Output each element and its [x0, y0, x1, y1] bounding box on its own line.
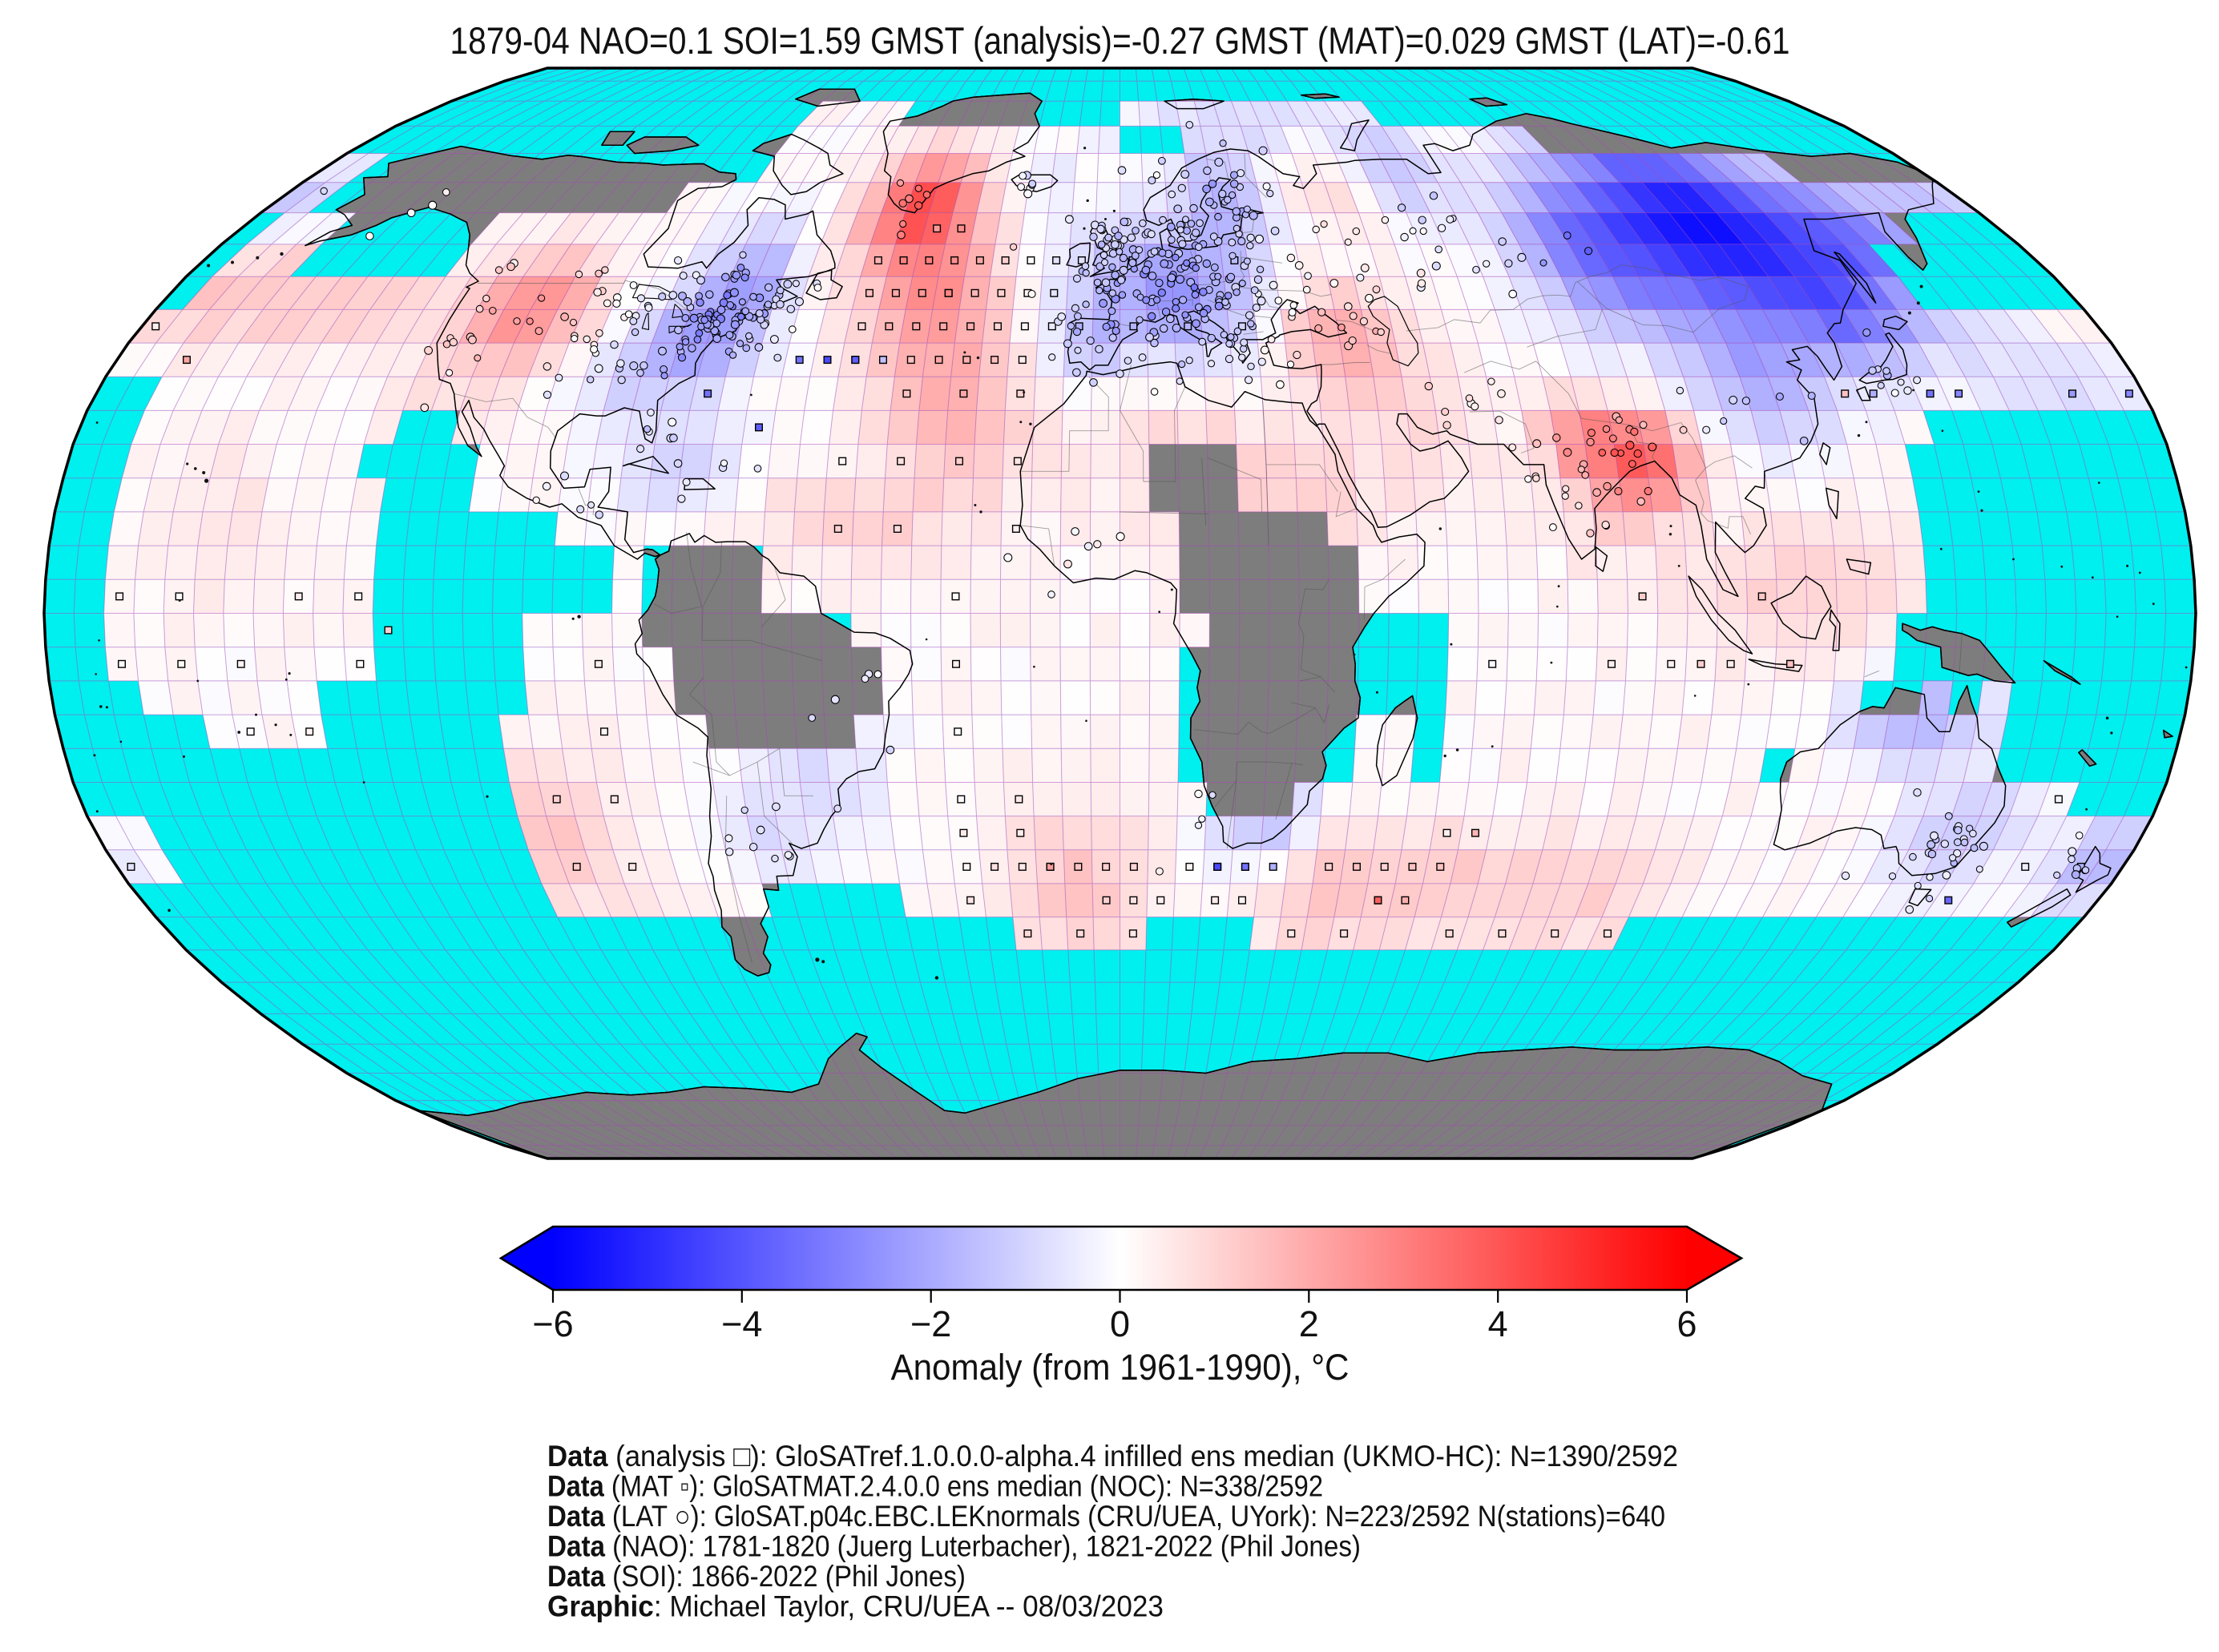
svg-text:−4: −4	[721, 1303, 762, 1344]
svg-text:Data (NAO): 1781-1820 (Juerg L: Data (NAO): 1781-1820 (Juerg Luterbacher…	[547, 1530, 1361, 1563]
svg-text:Data (LAT ○): GloSAT.p04c.EBC.: Data (LAT ○): GloSAT.p04c.EBC.LEKnormals…	[547, 1500, 1665, 1533]
svg-text:4: 4	[1488, 1303, 1508, 1344]
svg-text:Data (MAT ▫): GloSATMAT.2.4.0.: Data (MAT ▫): GloSATMAT.2.4.0.0 ens medi…	[547, 1470, 1323, 1503]
svg-text:0: 0	[1110, 1303, 1130, 1344]
svg-text:Graphic: Michael Taylor, CRU/U: Graphic: Michael Taylor, CRU/UEA -- 08/0…	[547, 1590, 1164, 1623]
svg-text:6: 6	[1676, 1303, 1697, 1344]
svg-text:−2: −2	[910, 1303, 951, 1344]
svg-text:2: 2	[1299, 1303, 1319, 1344]
svg-text:Anomaly (from 1961-1990), °C: Anomaly (from 1961-1990), °C	[891, 1347, 1350, 1388]
svg-text:Data (SOI): 1866-2022 (Phil Jo: Data (SOI): 1866-2022 (Phil Jones)	[547, 1560, 966, 1593]
svg-text:−6: −6	[532, 1303, 573, 1344]
svg-text:1879-04 NAO=0.1 SOI=1.59 GMST: 1879-04 NAO=0.1 SOI=1.59 GMST (analysis)…	[450, 19, 1790, 62]
svg-text:Data (analysis □): GloSATref.1: Data (analysis □): GloSATref.1.0.0.0-alp…	[547, 1440, 1678, 1473]
